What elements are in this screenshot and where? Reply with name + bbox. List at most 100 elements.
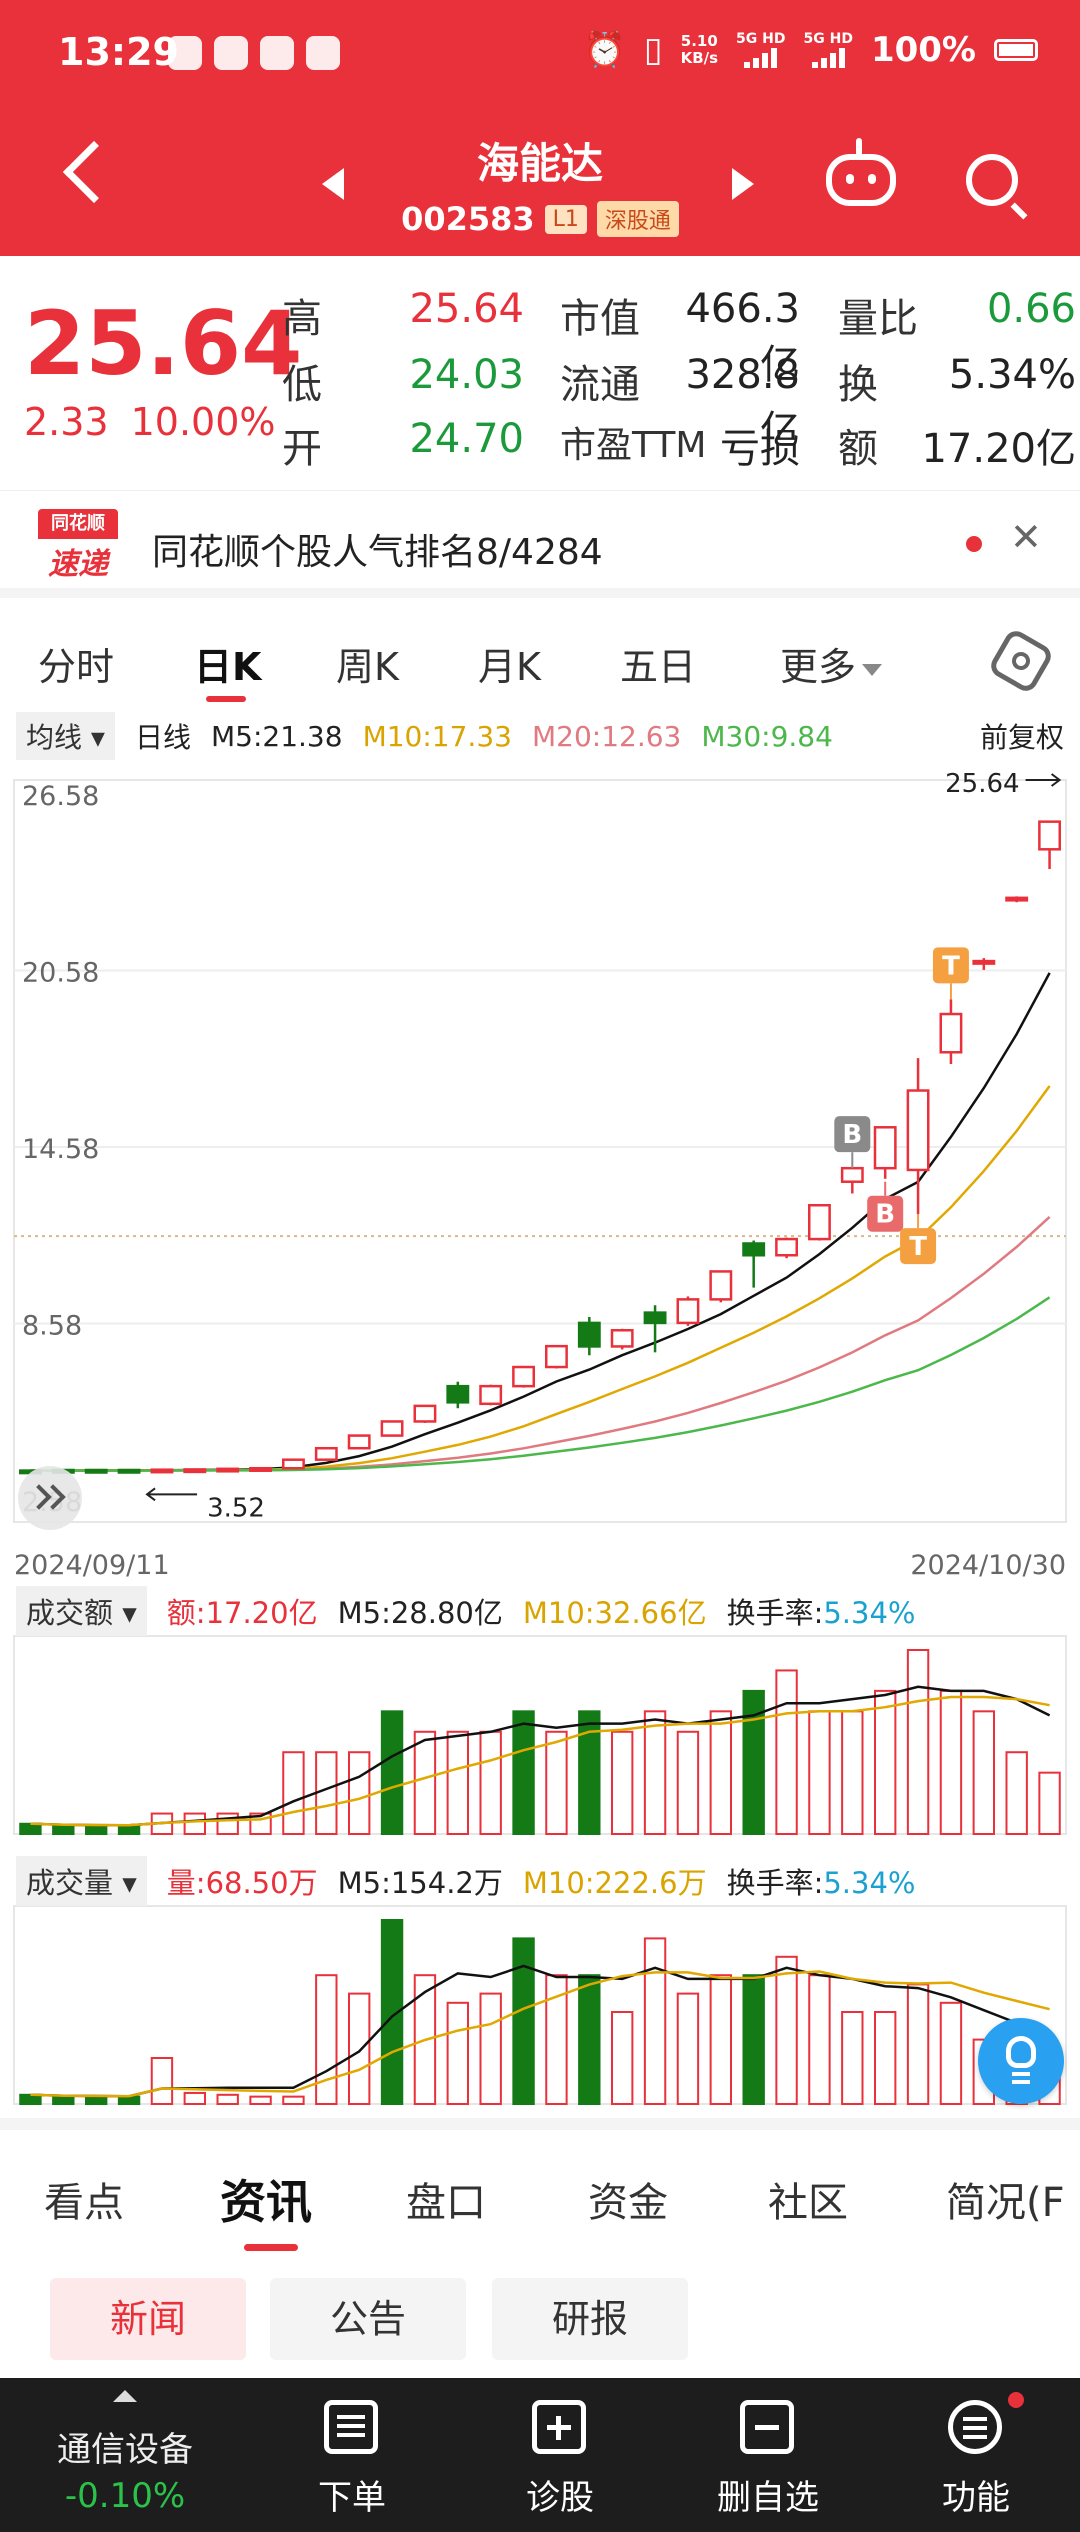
tab-funds[interactable]: 资金 xyxy=(588,2180,668,2226)
volume-select-button[interactable]: 成交量 ▾ xyxy=(16,1856,147,1906)
candle-body xyxy=(347,1434,371,1450)
volratio-value: 0.66 xyxy=(986,286,1076,332)
volume-bar xyxy=(347,1992,371,2105)
trade-marker-label: B xyxy=(875,1200,895,1230)
volume-bar xyxy=(249,2095,272,2106)
volume-bar xyxy=(873,2011,897,2105)
assistant-icon[interactable] xyxy=(826,138,896,206)
low-value: 24.03 xyxy=(409,352,524,398)
amount-bar xyxy=(1038,1771,1061,1836)
chevron-up-icon xyxy=(113,2390,137,2402)
news-subtabs: 新闻 公告 研报 xyxy=(0,2256,1080,2374)
tab-community[interactable]: 社区 xyxy=(768,2180,848,2226)
notification-icons xyxy=(168,36,340,70)
tab-orderbook[interactable]: 盘口 xyxy=(406,2180,486,2226)
connect-tag[interactable]: 深股通 xyxy=(596,201,679,237)
kline-chart[interactable]: 26.5820.5814.588.582.582024/09/112024/10… xyxy=(0,762,1080,2118)
chevron-down-icon xyxy=(862,663,883,676)
diagnose-button[interactable]: 诊股 xyxy=(460,2378,660,2532)
amount-turnover: 换手率:5.34% xyxy=(726,1596,916,1630)
amount-bar xyxy=(775,1669,798,1836)
amount-label: 额 xyxy=(838,426,878,472)
turnover-value: 5.34% xyxy=(948,352,1076,398)
amount-bar xyxy=(610,1730,634,1835)
subtab-research[interactable]: 研报 xyxy=(492,2278,688,2360)
tab-weekly-k[interactable]: 周K xyxy=(336,645,399,689)
candle-body xyxy=(610,1329,634,1348)
functions-button[interactable]: 功能 xyxy=(876,2378,1076,2532)
volume-ma5-line xyxy=(30,1964,1050,2098)
volume-bar xyxy=(841,2011,864,2105)
candle-body xyxy=(84,1468,108,1474)
tab-intraday[interactable]: 分时 xyxy=(38,645,115,689)
tab-daily-k[interactable]: 日K xyxy=(194,645,262,689)
order-button[interactable]: 下单 xyxy=(252,2378,452,2532)
candle-body xyxy=(117,1468,141,1474)
volume-bar xyxy=(84,2095,108,2106)
subtab-announcements[interactable]: 公告 xyxy=(270,2278,466,2360)
search-icon[interactable] xyxy=(966,154,1018,206)
amount-bar xyxy=(676,1730,700,1835)
trade-marker xyxy=(900,1228,937,1265)
amount-select-button[interactable]: 成交额 ▾ xyxy=(16,1586,147,1636)
candle-body xyxy=(873,1126,897,1170)
next-stock-icon[interactable] xyxy=(732,168,754,200)
sector-change: -0.10% xyxy=(64,2476,186,2516)
amount-today: 额:17.20亿 xyxy=(166,1596,318,1630)
tab-highlights[interactable]: 看点 xyxy=(44,2180,124,2226)
tab-monthly-k[interactable]: 月K xyxy=(478,645,541,689)
price-frame xyxy=(13,779,1067,1523)
volume-bar xyxy=(315,1974,338,2105)
prev-stock-icon[interactable] xyxy=(322,168,344,200)
amount-bar xyxy=(873,1689,897,1836)
candle-body xyxy=(380,1420,404,1437)
amount-bar xyxy=(315,1751,338,1836)
tonghuashun-logo: 同花顺 速递 xyxy=(38,509,118,585)
volume-bar xyxy=(479,1992,502,2105)
popularity-banner[interactable]: 同花顺 速递 同花顺个股人气排名8/4284 ✕ xyxy=(0,490,1080,598)
candle-body xyxy=(413,1404,437,1423)
candle-body xyxy=(1005,896,1029,902)
candle-body xyxy=(216,1467,240,1473)
sector-name: 通信设备 xyxy=(57,2430,193,2470)
tab-profile[interactable]: 简况(F xyxy=(946,2180,1065,2226)
tab-news[interactable]: 资讯 xyxy=(220,2175,312,2229)
amount-bar xyxy=(578,1710,601,1835)
subtab-news[interactable]: 新闻 xyxy=(50,2278,246,2360)
tab-five-day[interactable]: 五日 xyxy=(620,645,697,689)
volume-bar xyxy=(545,1974,568,2105)
candle-body xyxy=(742,1242,766,1257)
remove-watchlist-button[interactable]: 删自选 xyxy=(668,2378,868,2532)
amount-bar xyxy=(117,1824,141,1836)
candle-body xyxy=(775,1237,799,1257)
amount-bar xyxy=(742,1689,765,1836)
ma30-value: M30:9.84 xyxy=(701,719,833,753)
app-header: 13:29 ⏰ ▯ 5.10 KB/s 5G HD 5G HD 100% xyxy=(0,0,1080,256)
volume-bar xyxy=(775,1955,798,2106)
stock-code-row: 002583 L1 深股通 xyxy=(0,200,1080,238)
volume-bar xyxy=(446,2001,470,2106)
amount-bar xyxy=(512,1710,535,1835)
expand-chart-icon[interactable] xyxy=(18,1466,82,1530)
trade-marker xyxy=(834,1116,871,1153)
candle-body xyxy=(972,959,996,965)
candle-body xyxy=(1038,820,1062,851)
amount-bar xyxy=(19,1822,42,1836)
volume-today: 量:68.50万 xyxy=(166,1866,318,1900)
amount-frame xyxy=(13,1635,1067,1835)
amount-legend: 成交额 ▾ 额:17.20亿 M5:28.80亿 M10:32.66亿 换手率:… xyxy=(0,1586,1080,1636)
high-marker-arrowhead xyxy=(1050,773,1062,787)
adjust-button[interactable]: 前复权 xyxy=(979,721,1064,754)
volume-m10: M10:222.6万 xyxy=(522,1866,707,1900)
ma-select-button[interactable]: 均线 ▾ xyxy=(16,712,115,760)
volratio-label: 量比 xyxy=(838,296,918,342)
volume-bar xyxy=(709,1974,733,2105)
sector-indicator[interactable]: 通信设备 -0.10% xyxy=(0,2378,250,2532)
unread-dot-icon xyxy=(966,536,982,552)
lightbulb-icon[interactable] xyxy=(978,2018,1064,2104)
active-tab-indicator xyxy=(206,696,246,702)
close-icon[interactable]: ✕ xyxy=(1010,515,1042,559)
net-speed: 5.10 KB/s xyxy=(680,32,719,67)
tab-more[interactable]: 更多 xyxy=(780,636,883,691)
candle-body xyxy=(906,1089,930,1172)
